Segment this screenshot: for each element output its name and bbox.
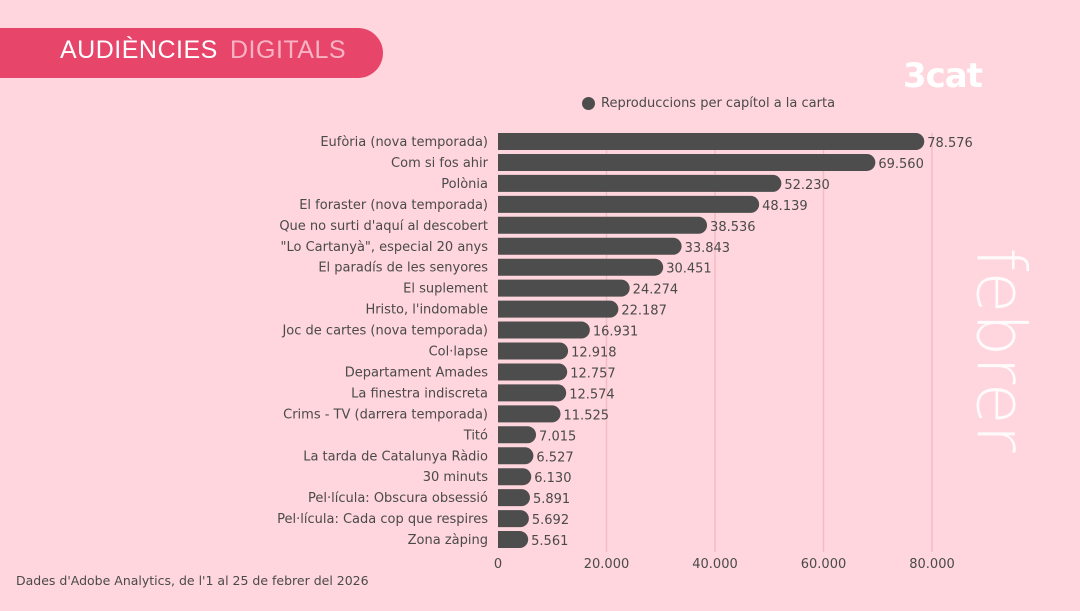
value-label: 6.527 — [536, 450, 573, 465]
value-label: 24.274 — [633, 283, 679, 298]
x-tick-label: 0 — [494, 557, 502, 572]
value-label: 7.015 — [539, 429, 576, 444]
legend: Reproduccions per capítol a la carta — [582, 96, 835, 111]
category-label: Crims - TV (darrera temporada) — [283, 407, 488, 422]
x-tick-label: 20.000 — [584, 557, 630, 572]
bar — [498, 279, 630, 297]
value-label: 52.230 — [784, 178, 830, 193]
value-label: 22.187 — [621, 304, 667, 319]
x-tick-label: 80.000 — [909, 557, 955, 572]
value-label: 69.560 — [878, 157, 924, 172]
value-label: 33.843 — [685, 241, 731, 256]
legend-marker — [582, 97, 595, 110]
x-tick-label: 40.000 — [692, 557, 738, 572]
bar — [498, 510, 529, 528]
bar — [498, 174, 782, 192]
bar — [498, 405, 561, 423]
category-label: Que no surti d'aquí al descobert — [279, 219, 488, 234]
category-label: Joc de cartes (nova temporada) — [281, 324, 488, 339]
category-label: 30 minuts — [423, 470, 489, 485]
category-label: "Lo Cartanyà", especial 20 anys — [280, 240, 488, 255]
bar — [498, 216, 708, 234]
bar — [498, 363, 568, 381]
category-label: El paradís de les senyores — [318, 261, 488, 276]
value-label: 6.130 — [534, 471, 571, 486]
x-tick-label: 60.000 — [801, 557, 847, 572]
bar — [498, 342, 569, 360]
category-label: Titó — [463, 428, 488, 443]
bar — [498, 258, 664, 276]
category-label: Eufòria (nova temporada) — [320, 135, 488, 150]
category-label: Departament Amades — [345, 365, 489, 380]
bar — [498, 384, 567, 402]
category-label: Pel·lícula: Cada cop que respires — [277, 512, 488, 527]
category-label: La tarda de Catalunya Ràdio — [303, 449, 488, 464]
3cat-logo: 3cat — [903, 56, 983, 96]
value-label: 12.918 — [571, 346, 617, 361]
bar — [498, 468, 532, 486]
category-label: El foraster (nova temporada) — [299, 198, 488, 213]
bar — [498, 447, 534, 465]
legend-label: Reproduccions per capítol a la carta — [601, 96, 836, 111]
value-label: 38.536 — [710, 220, 756, 235]
category-label: Zona zàping — [408, 533, 488, 548]
category-label: La finestra indiscreta — [351, 386, 488, 401]
value-label: 78.576 — [927, 136, 973, 151]
source-note: Dades d'Adobe Analytics, de l'1 al 25 de… — [16, 573, 369, 588]
value-label: 16.931 — [593, 325, 639, 340]
bar — [498, 195, 760, 213]
bar — [498, 237, 682, 255]
value-label: 5.692 — [532, 513, 569, 528]
header-banner: AUDIÈNCIES DIGITALS — [0, 28, 383, 78]
category-label: Col·lapse — [429, 345, 488, 360]
bar — [498, 321, 590, 339]
bar — [498, 133, 925, 150]
bar — [498, 426, 537, 444]
value-label: 12.757 — [570, 366, 616, 381]
value-label: 5.561 — [531, 534, 568, 549]
value-label: 11.525 — [564, 408, 610, 423]
bar — [498, 531, 529, 549]
value-label: 12.574 — [569, 387, 615, 402]
bar — [498, 300, 619, 318]
category-label: Polònia — [441, 177, 488, 192]
title-audiencies: AUDIÈNCIES — [60, 36, 218, 64]
value-label: 5.891 — [533, 492, 570, 507]
category-label: Hristo, l'indomable — [365, 303, 488, 318]
value-label: 30.451 — [666, 262, 712, 277]
category-label: Pel·lícula: Obscura obsessió — [308, 491, 488, 506]
bar — [498, 489, 530, 507]
category-label: El suplement — [403, 282, 488, 297]
bar — [498, 153, 876, 171]
title-digitals: DIGITALS — [230, 36, 347, 64]
value-label: 48.139 — [762, 199, 808, 214]
category-label: Com si fos ahir — [391, 156, 489, 171]
